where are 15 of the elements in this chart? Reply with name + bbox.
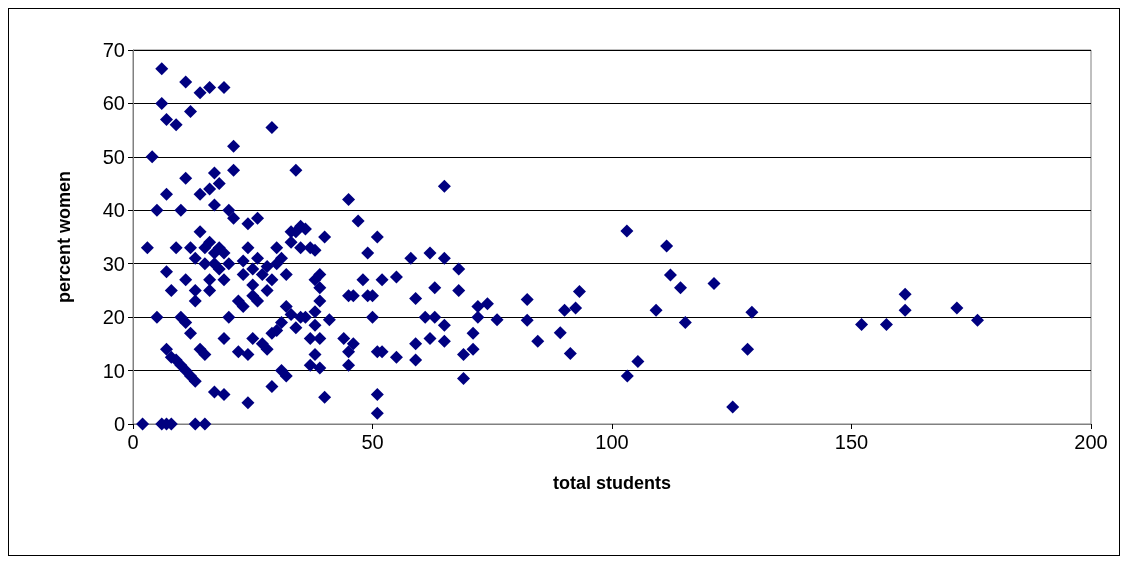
y-tick-label: 50 xyxy=(102,145,125,168)
x-tick-label: 50 xyxy=(361,431,384,453)
y-tick-label: 40 xyxy=(102,199,125,222)
y-tick-label: 0 xyxy=(113,413,125,435)
y-tick-label: 30 xyxy=(102,252,125,275)
y-tick-label: 10 xyxy=(102,359,125,382)
x-tick-label: 150 xyxy=(834,431,869,453)
x-axis-title: total students xyxy=(552,473,672,493)
x-tick-label: 200 xyxy=(1074,431,1108,453)
y-axis-title: percent women xyxy=(54,170,74,304)
y-tick-label: 60 xyxy=(102,92,125,115)
x-tick-label: 100 xyxy=(595,431,629,453)
y-tick-label: 70 xyxy=(102,39,125,61)
x-tick-label: 0 xyxy=(127,431,139,453)
y-tick-label: 20 xyxy=(102,306,125,329)
